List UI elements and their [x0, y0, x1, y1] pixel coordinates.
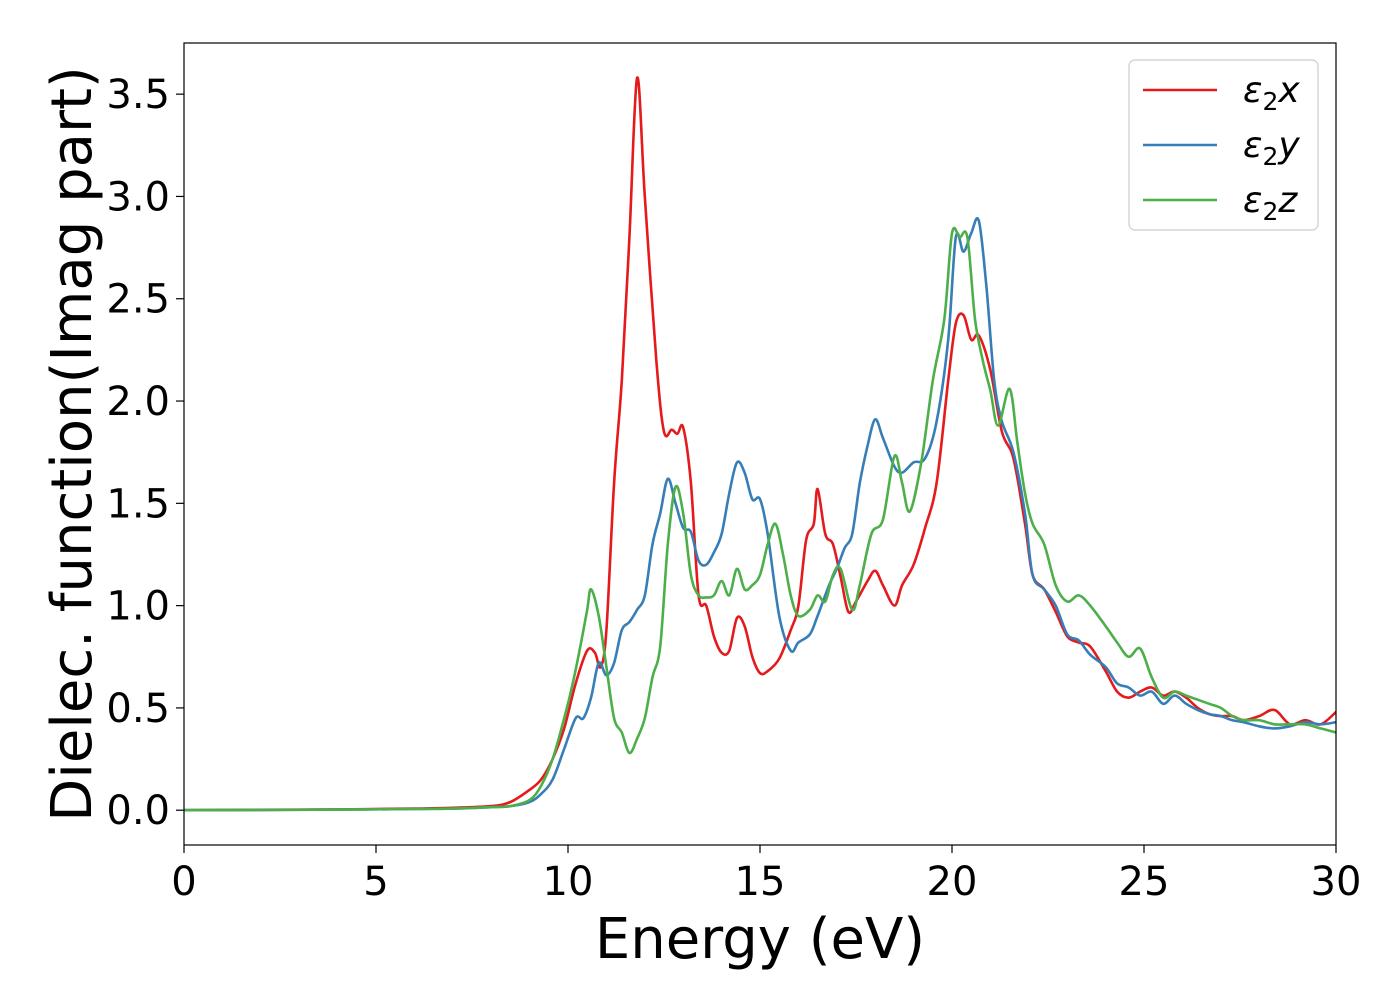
legend-label-subscript: 2: [1262, 87, 1278, 116]
y-tick-label: 1.0: [106, 584, 170, 630]
legend-label-suffix: x: [1277, 70, 1300, 111]
series-line-x: [184, 76, 1336, 812]
legend-label-base: ε: [1243, 180, 1262, 221]
x-tick-label: 25: [1119, 859, 1170, 905]
legend-item-y: ε2y: [1143, 125, 1300, 171]
legend-label: ε2x: [1243, 70, 1300, 116]
y-tick-label: 3.0: [106, 174, 170, 220]
legend-label-subscript: 2: [1262, 197, 1278, 226]
legend-label-base: ε: [1243, 125, 1262, 166]
x-axis-label: Energy (eV): [595, 907, 925, 972]
y-tick-label: 1.5: [106, 481, 170, 527]
y-tick-label: 3.5: [106, 72, 170, 118]
series-line-y: [184, 217, 1336, 812]
legend-label-suffix: z: [1277, 180, 1298, 221]
x-tick-label: 10: [543, 859, 594, 905]
x-tick-label: 20: [927, 859, 978, 905]
x-tick-label: 0: [171, 859, 196, 905]
y-tick-label: 2.5: [106, 277, 170, 323]
x-axis: 0 5 10 15 20 25 30: [171, 845, 1361, 905]
series-line-z: [184, 226, 1336, 812]
legend-label: ε2y: [1243, 125, 1300, 171]
legend-label-suffix: y: [1277, 125, 1300, 166]
y-tick-label: 0.5: [106, 686, 170, 732]
legend-label: ε2z: [1243, 180, 1298, 226]
x-tick-label: 30: [1311, 859, 1362, 905]
x-tick-label: 15: [735, 859, 786, 905]
legend-box: [1128, 59, 1319, 231]
legend-item-x: ε2x: [1143, 70, 1300, 116]
series-lines: [184, 76, 1336, 812]
y-axis-label: Dielec. function(Imag part): [40, 66, 105, 822]
legend-label-base: ε: [1243, 70, 1262, 111]
y-tick-label: 2.0: [106, 379, 170, 425]
x-tick-label: 5: [363, 859, 388, 905]
legend-item-z: ε2z: [1143, 180, 1298, 226]
y-axis: 0.0 0.5 1.0 1.5 2.0 2.5 3.0 3.5: [106, 72, 184, 834]
y-tick-label: 0.0: [106, 788, 170, 834]
legend-label-subscript: 2: [1262, 142, 1278, 171]
